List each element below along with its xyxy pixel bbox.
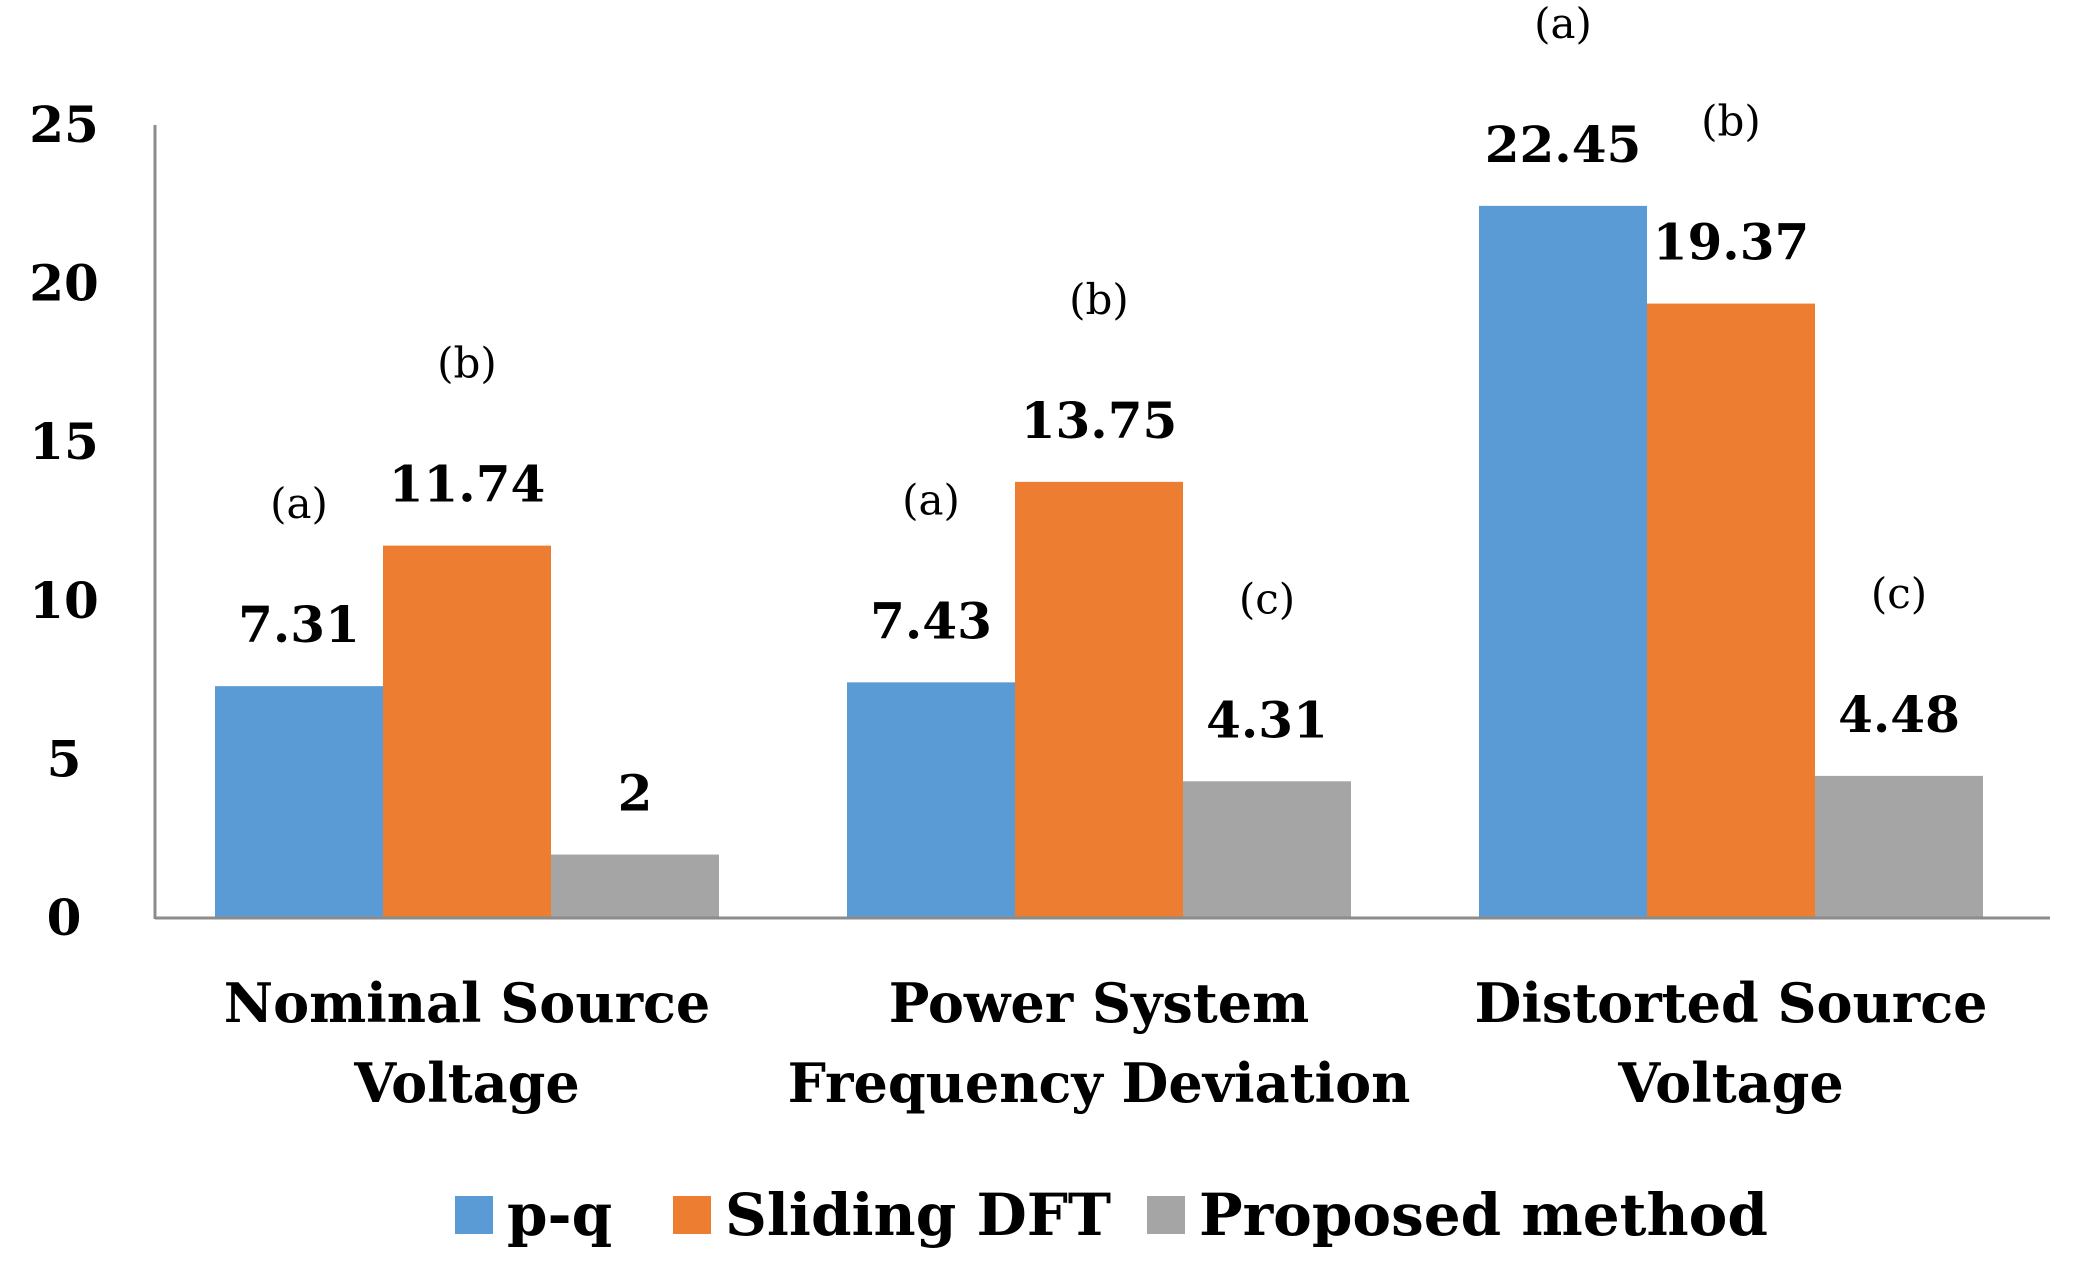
data-label: 11.74	[389, 455, 546, 514]
category-label: Nominal Source	[224, 971, 711, 1035]
annotation-label: (b)	[1701, 97, 1761, 146]
annotation-label: (b)	[1069, 275, 1129, 324]
legend-swatch	[455, 1196, 493, 1234]
bar-p-q-0	[215, 686, 383, 918]
y-tick-label: 10	[29, 571, 99, 630]
y-tick-label: 5	[47, 729, 82, 788]
category-label: Power System	[889, 971, 1309, 1035]
y-tick-label: 15	[29, 412, 99, 471]
bar-proposed-method-2	[1815, 775, 1983, 918]
y-tick-label: 0	[47, 888, 82, 947]
data-label: 13.75	[1021, 391, 1178, 450]
category-label: Frequency Deviation	[788, 1051, 1411, 1115]
annotation-label: (c)	[1239, 574, 1295, 623]
data-label: 7.31	[238, 595, 360, 654]
data-label: 7.43	[870, 591, 992, 650]
y-tick-label: 20	[29, 254, 99, 313]
category-label: Voltage	[353, 1051, 580, 1115]
bar-sliding-dft-1	[1015, 481, 1183, 918]
category-label: Distorted Source	[1475, 971, 1988, 1035]
data-label: 19.37	[1653, 213, 1810, 272]
annotation-label: (a)	[1534, 0, 1592, 48]
data-label: 4.48	[1838, 685, 1960, 744]
annotation-label: (a)	[902, 475, 960, 524]
y-tick-label: 25	[29, 95, 99, 154]
annotation-label: (b)	[437, 339, 497, 388]
bar-proposed-method-0	[551, 854, 719, 918]
data-label: 22.45	[1485, 115, 1642, 174]
annotation-label: (a)	[270, 479, 328, 528]
legend-swatch	[673, 1196, 711, 1234]
bars-layer	[215, 205, 1983, 919]
annotation-label: (c)	[1871, 569, 1927, 618]
legend-label: Sliding DFT	[725, 1181, 1111, 1249]
legend-label: p-q	[507, 1181, 612, 1249]
axes-layer: 0 5 10 15 20 25 Nominal Source Voltage Power Sys…	[29, 95, 2050, 1115]
legend-swatch	[1147, 1196, 1185, 1234]
bar-p-q-1	[847, 682, 1015, 918]
legend-label: Proposed method	[1199, 1181, 1768, 1249]
legend: p-q Sliding DFT Proposed method	[455, 1181, 1768, 1249]
bar-sliding-dft-0	[383, 545, 551, 918]
bar-proposed-method-1	[1183, 781, 1351, 918]
bar-sliding-dft-2	[1647, 303, 1815, 918]
labels-layer: 7.31 7.43 22.45 11.74 13.75 19.37 2 4.31 4.48 (a)…	[238, 0, 1960, 823]
bar-p-q-2	[1479, 205, 1647, 919]
category-label: Voltage	[1617, 1051, 1844, 1115]
data-label: 4.31	[1206, 690, 1328, 749]
data-label: 2	[618, 764, 653, 823]
